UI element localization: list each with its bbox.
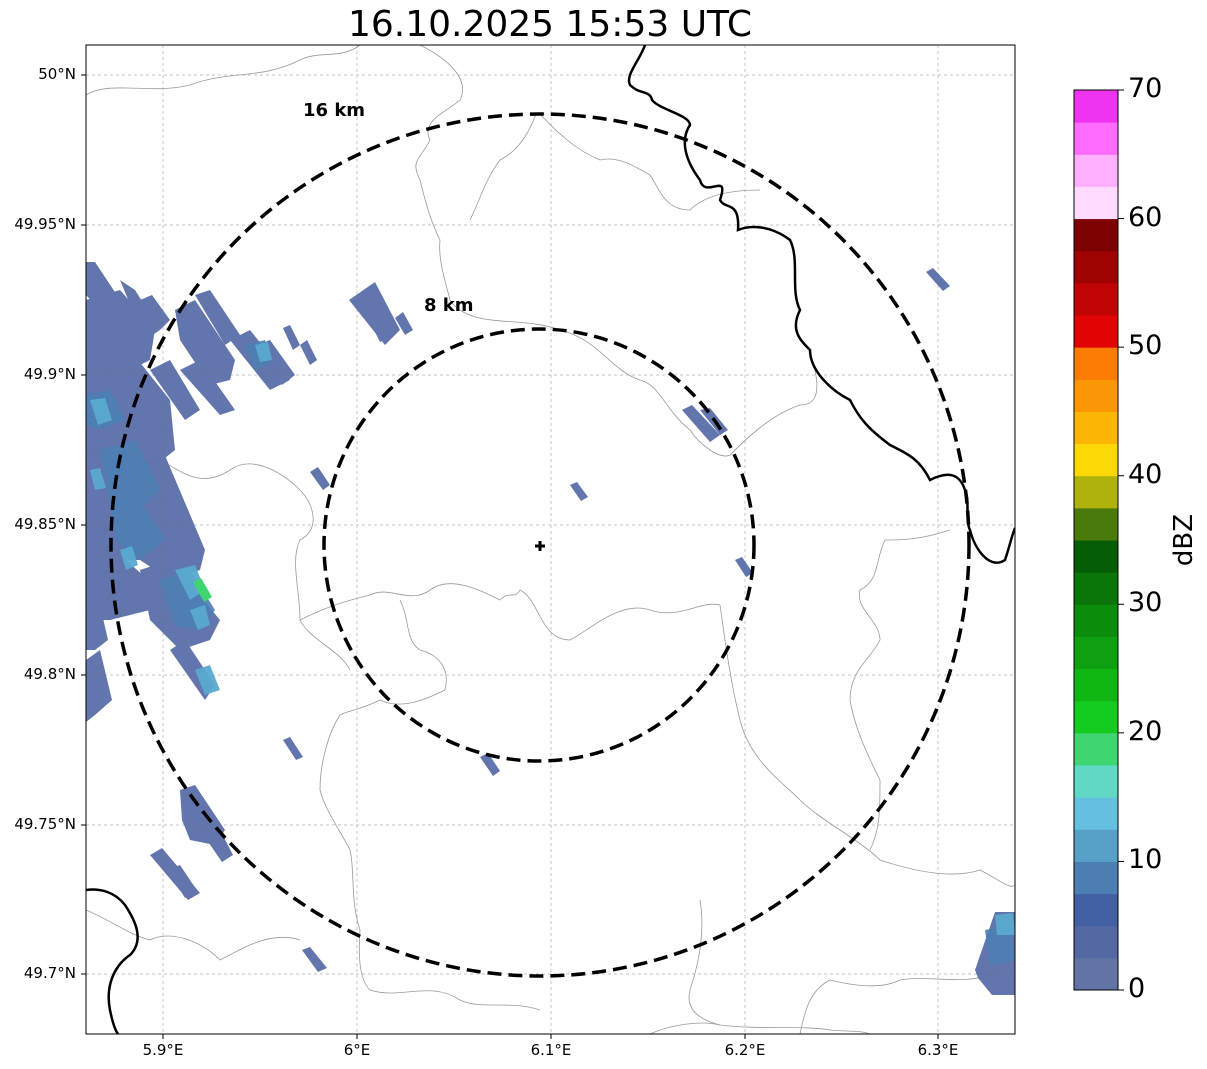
colorbar-segment — [1074, 315, 1118, 348]
colorbar-tick-label: 40 — [1128, 458, 1163, 490]
colorbar-segment — [1074, 186, 1118, 220]
plus-icon — [535, 541, 545, 551]
colorbar-segment — [1074, 250, 1118, 284]
colorbar-segment — [1074, 925, 1118, 959]
colorbar-segment — [1074, 475, 1118, 509]
admin-borders — [86, 45, 1015, 1034]
lon-tick-6-1: 6.1°E — [530, 1041, 572, 1059]
colorbar-segment — [1074, 540, 1118, 573]
gridlines — [86, 45, 1015, 1034]
colorbar-tick-label: 20 — [1128, 715, 1163, 747]
colorbar-segment — [1074, 282, 1118, 316]
colorbar-segment — [1074, 154, 1118, 187]
colorbar-segment — [1074, 668, 1118, 702]
radar-echoes — [86, 262, 1015, 995]
lat-tick-49-8: 49.8°N — [23, 665, 76, 683]
colorbar-segment — [1074, 411, 1118, 445]
colorbar-tick-label: 10 — [1128, 844, 1163, 876]
colorbar-segment — [1074, 347, 1118, 380]
lon-tick-6-2: 6.2°E — [724, 1041, 766, 1059]
lat-tick-49-95: 49.95°N — [14, 215, 76, 233]
colorbar-segment — [1074, 604, 1118, 637]
lat-tick-49-85: 49.85°N — [14, 515, 76, 533]
colorbar-tick-label: 0 — [1128, 973, 1146, 1004]
map-title: 16.10.2025 15:53 UTC — [347, 4, 753, 45]
range-ring-16km — [109, 112, 971, 978]
lon-tick-6-3: 6.3°E — [917, 1041, 959, 1059]
colorbar-segment — [1074, 443, 1118, 477]
colorbar-tick-label: 60 — [1128, 201, 1163, 233]
plot-area — [86, 45, 1015, 1034]
ring-label-16km: 16 km — [303, 100, 366, 121]
colorbar-segment — [1074, 218, 1118, 252]
colorbar-segment — [1074, 90, 1118, 123]
colorbar-segment — [1074, 893, 1118, 927]
lat-tick-49-75: 49.75°N — [14, 815, 76, 833]
colorbar-segment — [1074, 122, 1118, 155]
colorbar-segment — [1074, 700, 1118, 734]
ring-label-8km: 8 km — [424, 295, 474, 316]
colorbar-segment — [1074, 636, 1118, 670]
colorbar-segment — [1074, 765, 1118, 798]
colorbar-tick-label: 30 — [1128, 587, 1163, 619]
lat-tick-49-9: 49.9°N — [23, 365, 76, 383]
colorbar-label: dBZ — [1169, 513, 1199, 567]
colorbar — [1074, 90, 1118, 991]
colorbar-segment — [1074, 861, 1118, 895]
lat-tick-50: 50°N — [38, 65, 76, 83]
range-ring-8km — [322, 327, 756, 763]
colorbar-segment — [1074, 732, 1118, 766]
colorbar-frame — [1073, 89, 1119, 991]
colorbar-tick-label: 70 — [1128, 73, 1163, 104]
lon-tick-6: 6°E — [343, 1041, 371, 1059]
colorbar-segment — [1074, 797, 1118, 830]
lon-tick-5-9: 5.9°E — [142, 1041, 184, 1059]
colorbar-segment — [1074, 507, 1118, 541]
colorbar-segment — [1074, 957, 1118, 991]
colorbar-segment — [1074, 379, 1118, 412]
colorbar-segment — [1074, 829, 1118, 862]
colorbar-segment — [1074, 572, 1118, 605]
range-rings — [109, 112, 971, 978]
lat-tick-49-7: 49.7°N — [23, 964, 76, 982]
colorbar-tick-label: 50 — [1128, 330, 1163, 362]
